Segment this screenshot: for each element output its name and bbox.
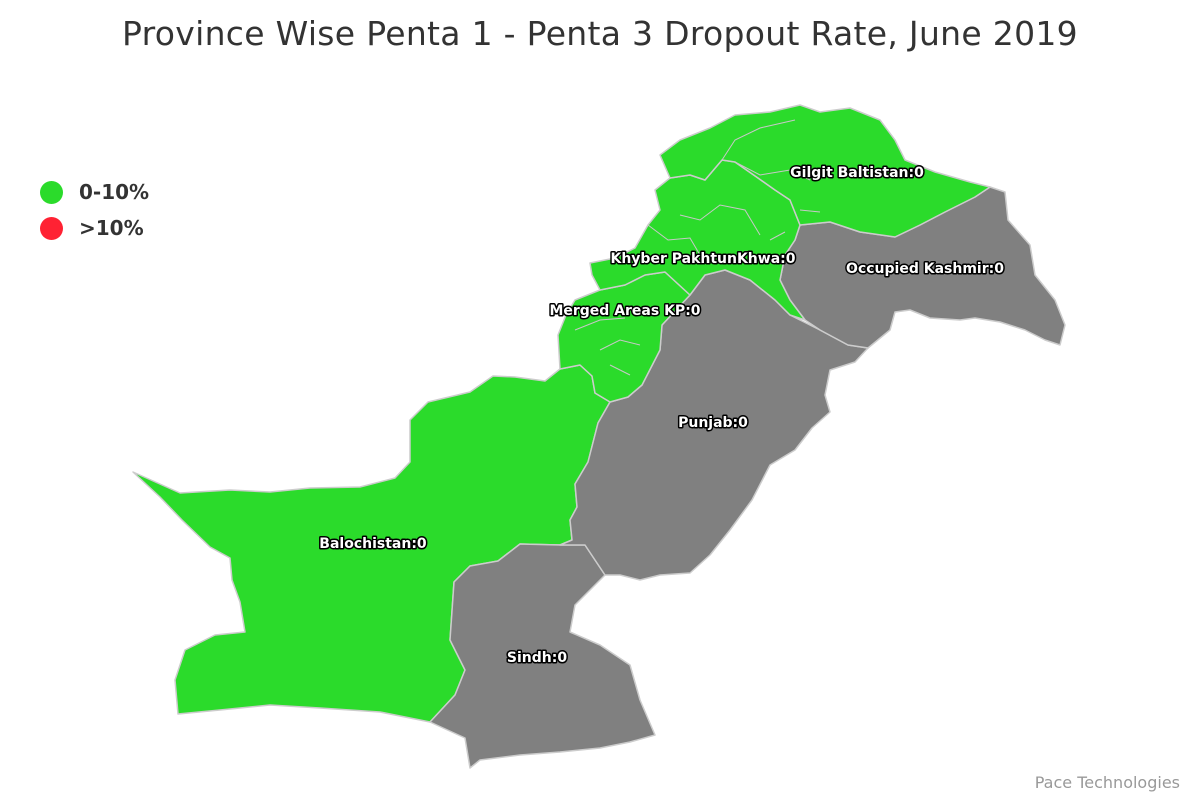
district-boundaries-tribal [574,317,641,376]
region-merged-areas-kp[interactable] [557,271,691,403]
region-gilgit-baltistan[interactable] [659,104,991,238]
credits-link[interactable]: Pace Technologies [1034,773,1180,792]
legend-item-high[interactable]: >10% [40,210,149,246]
label-occupied-kashmir: Occupied Kashmir:0 [846,261,1004,277]
region-khyber-pakhtunkhwa[interactable] [589,159,806,321]
label-gilgit-baltistan: Gilgit Baltistan:0 [790,165,924,181]
label-sindh: Sindh:0 [507,650,567,666]
legend-item-low[interactable]: 0-10% [40,174,149,210]
label-merged-areas-kp: Merged Areas KP:0 [549,303,700,319]
legend-dot-high [40,216,63,240]
district-boundaries-north [647,119,821,256]
label-punjab: Punjab:0 [678,415,748,431]
chart-title: Province Wise Penta 1 - Penta 3 Dropout … [122,14,1078,53]
legend-label-high: >10% [79,216,144,240]
label-khyber-pakhtunkhwa: Khyber PakhtunKhwa:0 [610,251,795,267]
legend-label-low: 0-10% [79,180,150,204]
legend: 0-10% >10% [40,174,149,246]
label-balochistan: Balochistan:0 [319,536,427,552]
legend-dot-low [40,180,63,204]
